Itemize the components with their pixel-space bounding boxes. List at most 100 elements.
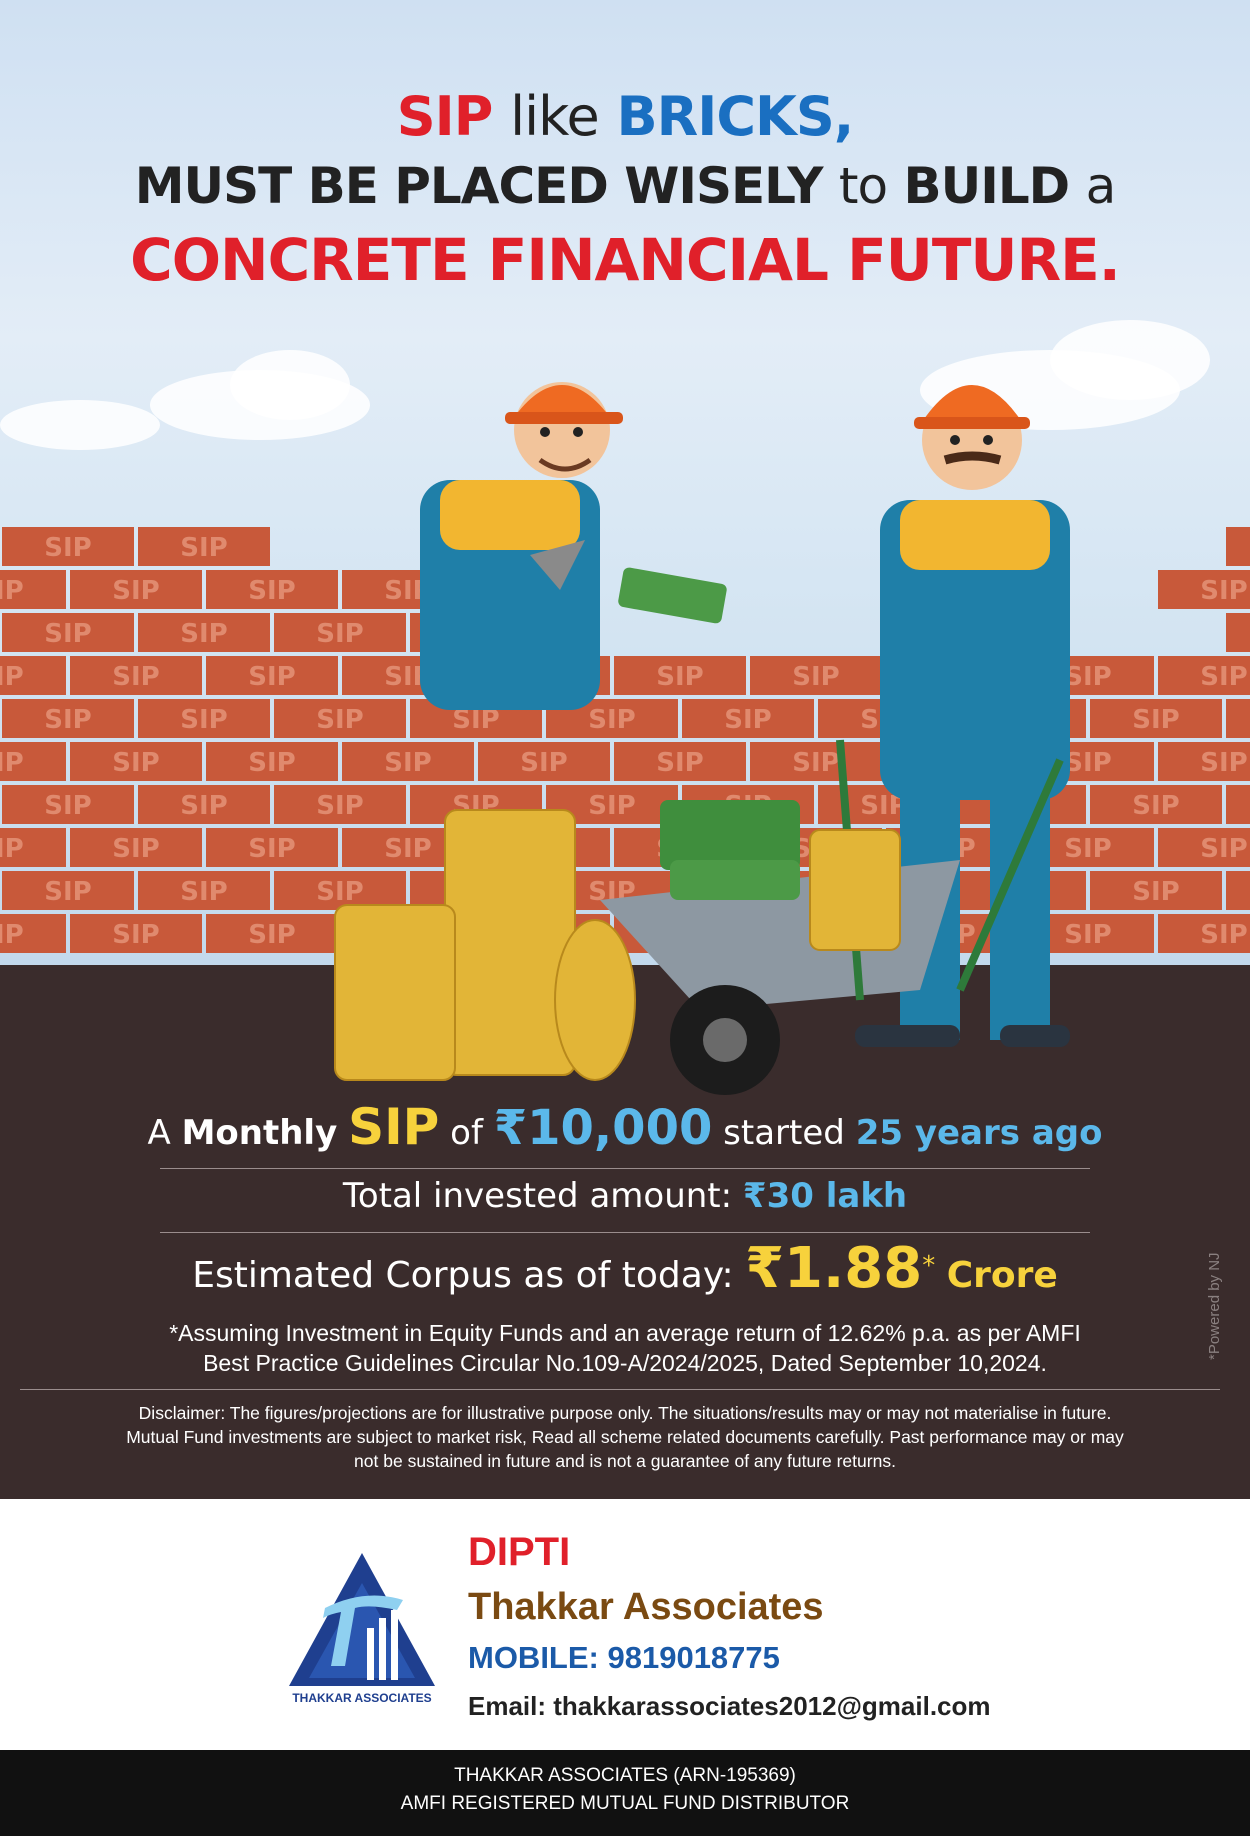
brick-label: SIP	[1200, 748, 1247, 778]
brick	[138, 699, 270, 738]
brick	[750, 656, 882, 695]
brick	[206, 742, 338, 781]
disclaimer-line-1: Disclaimer: The figures/projections are …	[138, 1403, 1112, 1423]
headline: SIP like BRICKS, MUST BE PLACED WISELY t…	[0, 82, 1250, 300]
headline-placed: MUST BE PLACED WISELY	[134, 157, 824, 215]
divider	[160, 1168, 1090, 1169]
brick-label: SIP	[248, 662, 295, 692]
brick	[1158, 656, 1250, 695]
brick-label: SIP	[248, 920, 295, 950]
brick-label: SIP	[792, 662, 839, 692]
sip-line-years: 25 years ago	[855, 1113, 1103, 1153]
headline-bricks: BRICKS,	[616, 85, 855, 148]
brick	[138, 613, 270, 652]
brick	[1090, 699, 1222, 738]
brick	[614, 656, 746, 695]
footer-line-2: AMFI REGISTERED MUTUAL FUND DISTRIBUTOR	[400, 1793, 850, 1814]
headline-build: BUILD	[903, 157, 1071, 215]
divider	[160, 1232, 1090, 1233]
brick-label: SIP	[44, 705, 91, 735]
powered-by: *Powered by NJ	[1206, 1252, 1223, 1360]
brick	[138, 871, 270, 910]
brick	[0, 914, 66, 953]
brick-label: SIP	[112, 748, 159, 778]
brick-label: SIP	[316, 791, 363, 821]
brick	[1226, 785, 1250, 824]
invested-label: Total invested amount:	[342, 1176, 733, 1216]
brick-label: SIP	[180, 791, 227, 821]
disclaimer: Disclaimer: The figures/projections are …	[40, 1401, 1210, 1473]
brick	[2, 613, 134, 652]
brick	[138, 785, 270, 824]
brick	[70, 656, 202, 695]
brick-label: SIP	[112, 576, 159, 606]
brick	[2, 699, 134, 738]
brick-label: SIP	[384, 834, 431, 864]
brick	[1158, 828, 1250, 867]
assumption-line-2: Best Practice Guidelines Circular No.109…	[203, 1350, 1047, 1376]
headline-sip: SIP	[396, 85, 494, 148]
coin-stacks-illustration	[334, 809, 901, 1081]
brick-label: SIP	[1064, 834, 1111, 864]
invested-line: Total invested amount: ₹30 lakh	[0, 1176, 1250, 1216]
sip-line-started: started	[723, 1113, 845, 1153]
brick	[1090, 871, 1222, 910]
brick-label: SIP	[792, 748, 839, 778]
brick-label: SIP	[0, 748, 24, 778]
brick-label: SIP	[44, 533, 91, 563]
worker-left-illustration	[420, 382, 727, 710]
brick-label: SIP	[1064, 748, 1111, 778]
brick	[614, 742, 746, 781]
headline-to: to	[838, 157, 888, 215]
brick-label: SIP	[0, 834, 24, 864]
brick	[1158, 570, 1250, 609]
brick	[206, 656, 338, 695]
brick-label: SIP	[112, 834, 159, 864]
corpus-line: Estimated Corpus as of today: ₹1.88* Cro…	[0, 1236, 1250, 1301]
brick	[274, 699, 406, 738]
brick	[1090, 785, 1222, 824]
cloud	[0, 400, 160, 450]
brick-label: SIP	[180, 705, 227, 735]
brick-label: SIP	[112, 920, 159, 950]
brick	[70, 914, 202, 953]
sip-line-amount: ₹10,000	[493, 1100, 713, 1156]
brick-label: SIP	[1132, 791, 1179, 821]
headline-a: a	[1085, 157, 1117, 215]
footer-line-1: THAKKAR ASSOCIATES (ARN-195369)	[454, 1765, 796, 1786]
sip-line-sip: SIP	[348, 1098, 440, 1156]
brick-label: SIP	[724, 705, 771, 735]
brick-label: SIP	[248, 576, 295, 606]
brick	[1158, 742, 1250, 781]
brick-label: SIP	[1200, 834, 1247, 864]
brick	[70, 570, 202, 609]
disclaimer-line-2: Mutual Fund investments are subject to m…	[126, 1427, 1124, 1447]
brick	[70, 742, 202, 781]
brick-label: SIP	[1132, 705, 1179, 735]
headline-like: like	[510, 85, 600, 148]
brick-label: SIP	[316, 877, 363, 907]
brick	[2, 527, 134, 566]
brick-label: SIP	[588, 705, 635, 735]
sip-line-of: of	[450, 1113, 483, 1153]
brick-label: SIP	[248, 748, 295, 778]
brick	[1226, 613, 1250, 652]
brick-label: SIP	[588, 791, 635, 821]
headline-concrete: CONCRETE FINANCIAL FUTURE.	[130, 226, 1121, 294]
logo-text: THAKKAR ASSOCIATES	[292, 1691, 431, 1705]
brick	[0, 742, 66, 781]
company-logo: THAKKAR ASSOCIATES	[285, 1553, 440, 1707]
brick-label: SIP	[656, 662, 703, 692]
assumption-note: *Assuming Investment in Equity Funds and…	[0, 1318, 1250, 1378]
contact-firm: Thakkar Associates	[468, 1586, 824, 1628]
brick	[138, 527, 270, 566]
divider	[20, 1389, 1220, 1390]
footer-bar: THAKKAR ASSOCIATES (ARN-195369) AMFI REG…	[0, 1750, 1250, 1836]
brick	[206, 828, 338, 867]
cloud	[230, 350, 350, 420]
brick	[274, 785, 406, 824]
brick-label: SIP	[180, 877, 227, 907]
brick	[206, 570, 338, 609]
brick-label: SIP	[44, 619, 91, 649]
assumption-line-1: *Assuming Investment in Equity Funds and…	[169, 1320, 1081, 1346]
